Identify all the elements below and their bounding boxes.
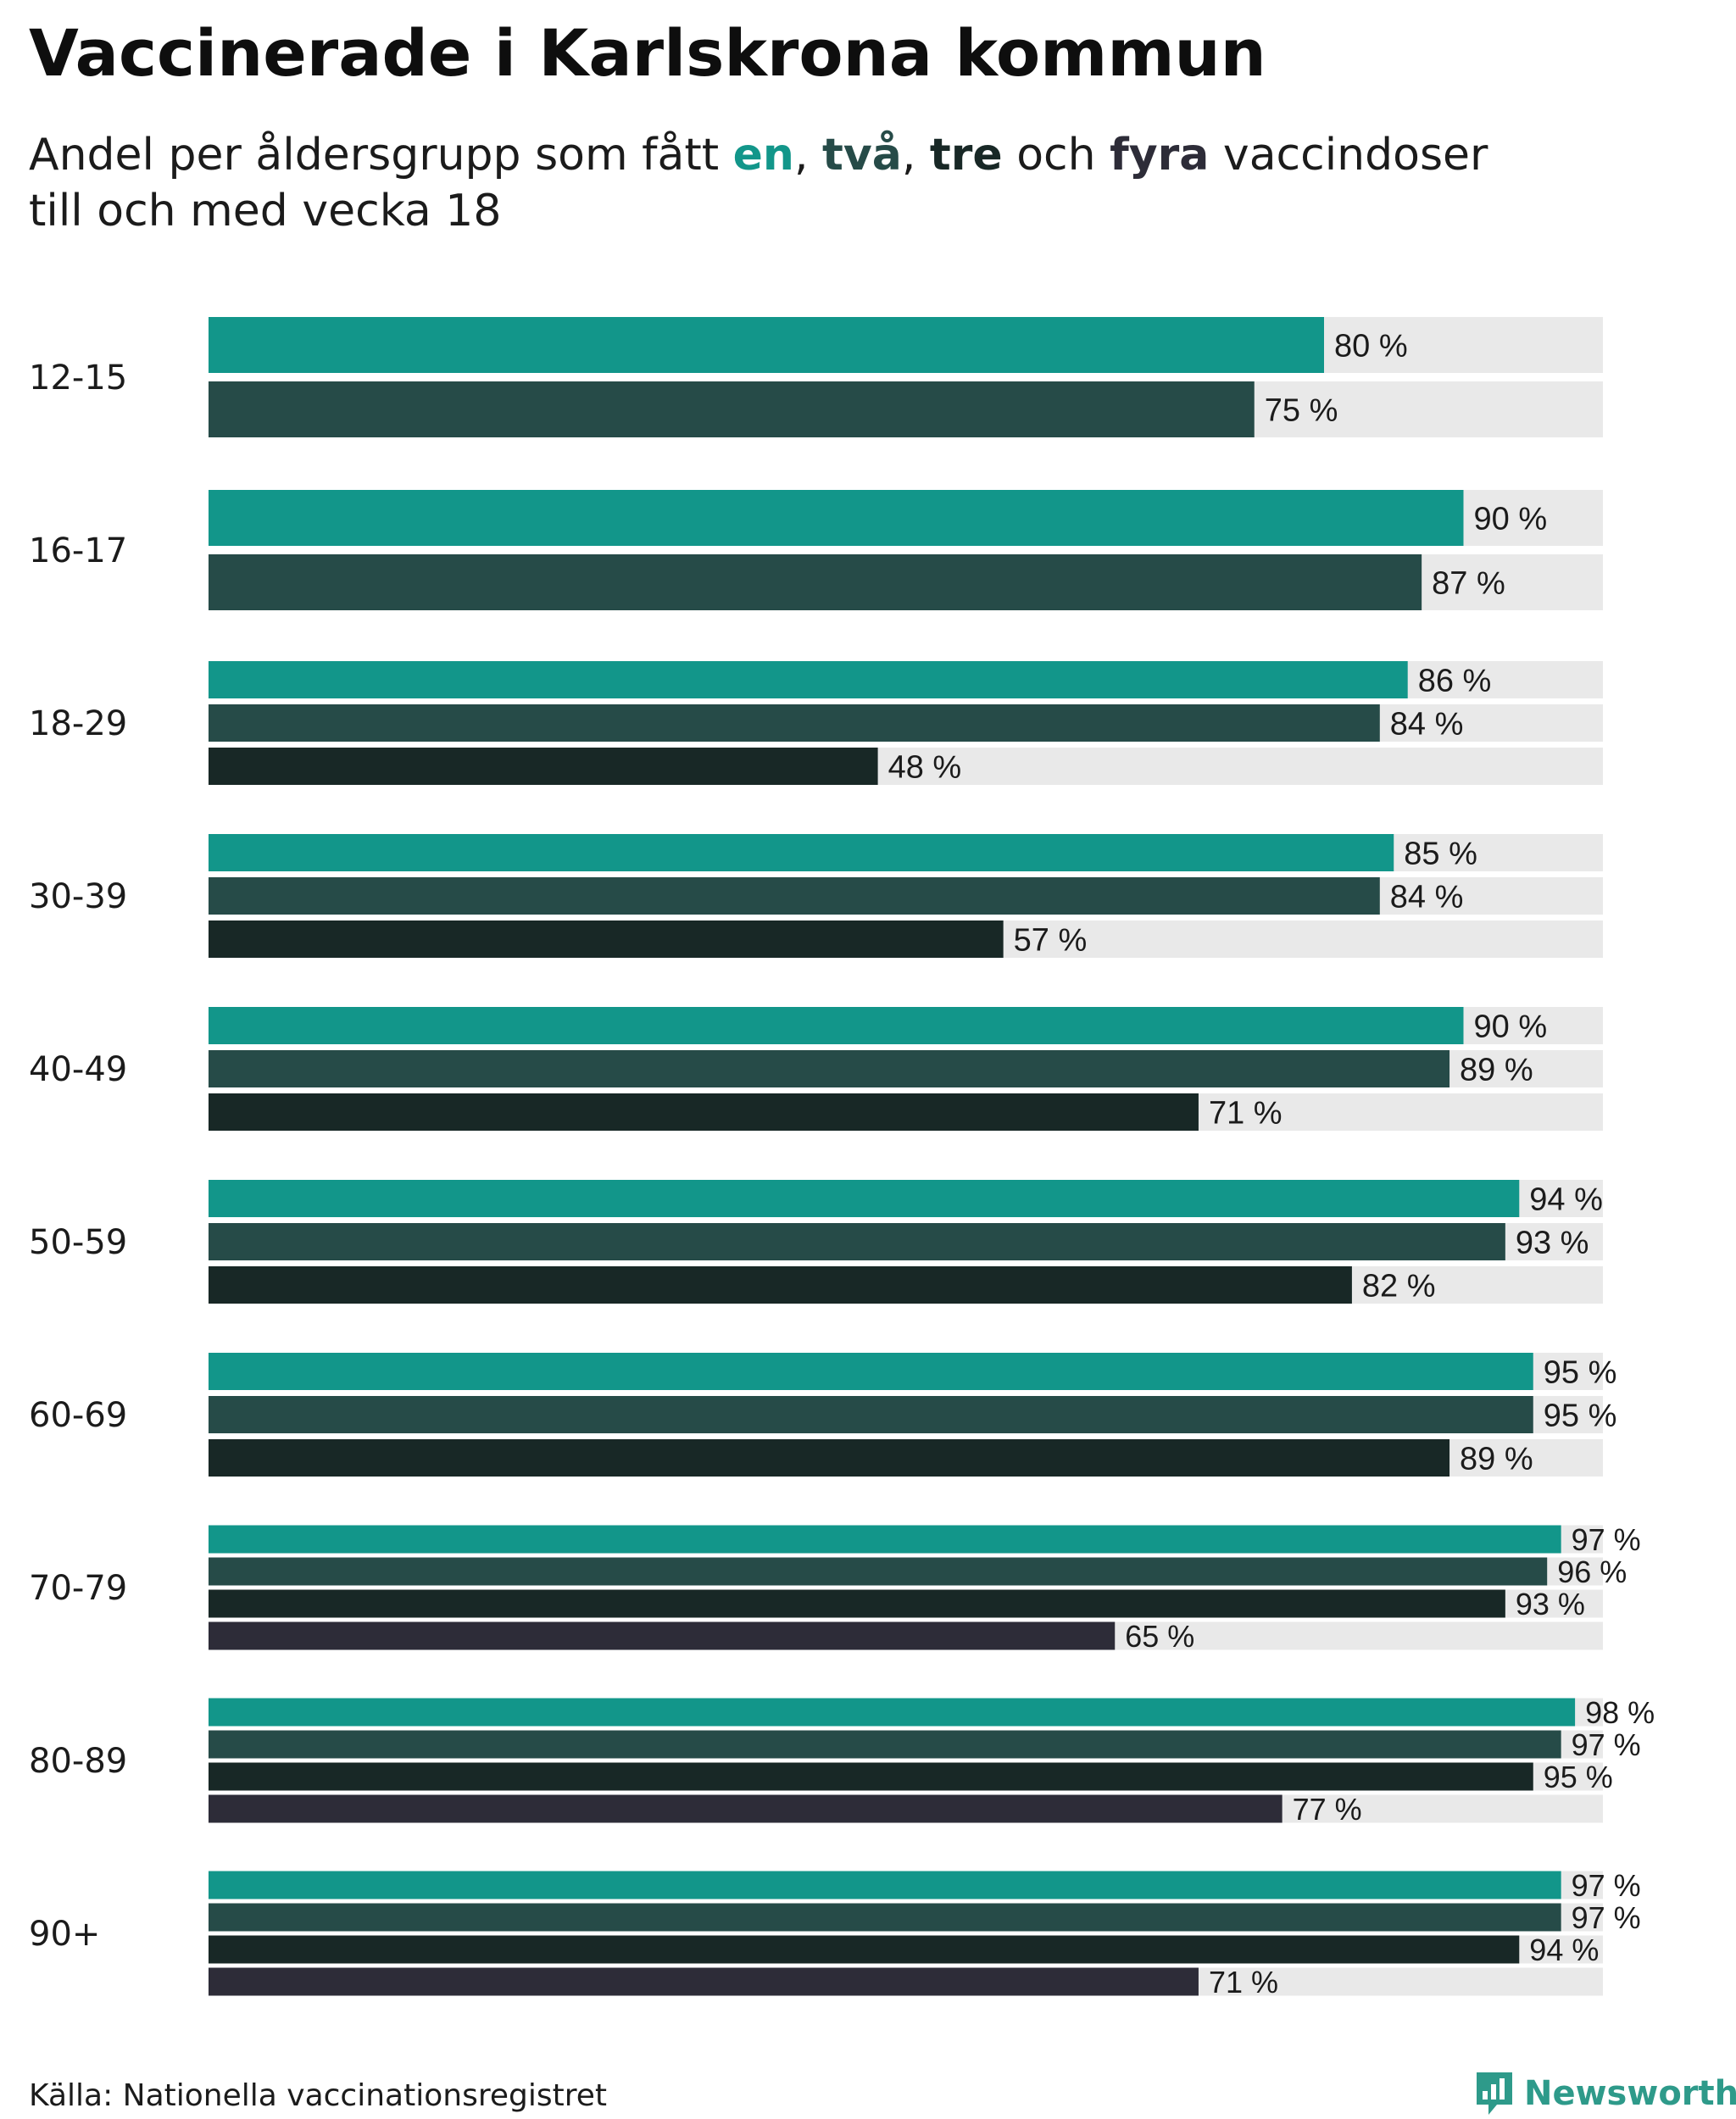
subtitle-line2: till och med vecka 18 (29, 186, 502, 236)
bar-tre (209, 1439, 1450, 1477)
category-label: 40-49 (29, 1050, 127, 1089)
subtitle-highlight-fyra: fyra (1110, 130, 1210, 181)
bar-två (209, 1223, 1505, 1260)
data-label: 94 % (1529, 1933, 1599, 1967)
subtitle-separator: , (901, 130, 930, 181)
category-label: 70-79 (29, 1569, 127, 1608)
brand-name: Newsworthy (1524, 2074, 1736, 2113)
bar-fyra (209, 1794, 1283, 1823)
category-label: 16-17 (29, 531, 127, 570)
subtitle-prefix: Andel per åldersgrupp som fått (29, 130, 733, 181)
newsworthy-logo-icon (1477, 2072, 1512, 2115)
bar-en (209, 490, 1464, 546)
data-label: 85 % (1404, 837, 1477, 872)
category-label: 18-29 (29, 704, 127, 743)
bar-fyra (209, 1621, 1116, 1650)
bar-tre (209, 920, 1004, 958)
category-label: 60-69 (29, 1396, 127, 1435)
data-label: 97 % (1572, 1868, 1641, 1903)
bar-tre (209, 1935, 1520, 1964)
subtitle-highlight-tre: tre (929, 130, 1003, 181)
data-label: 71 % (1209, 1965, 1278, 1999)
data-label: 97 % (1572, 1522, 1641, 1557)
bar-två (209, 1730, 1561, 1759)
bar-en (209, 834, 1394, 871)
data-label: 87 % (1432, 566, 1505, 602)
vaccination-bar-chart: 12-15 80 % 75 % 16-17 90 % 87 % 18-29 86 % 84 % 4… (29, 317, 1655, 1999)
bar-tre (209, 1589, 1505, 1618)
bar-två (209, 554, 1422, 610)
data-label: 93 % (1516, 1226, 1589, 1261)
data-label: 90 % (1474, 1009, 1548, 1045)
bar-en (209, 1525, 1561, 1554)
category-label: 50-59 (29, 1223, 127, 1262)
data-label: 95 % (1544, 1760, 1613, 1794)
subtitle: Andel per åldersgrupp som fått en, två, … (29, 127, 1639, 239)
bar-tre (209, 1762, 1533, 1791)
data-label: 48 % (888, 750, 962, 786)
subtitle-suffix: vaccindoser (1209, 130, 1488, 181)
data-label: 94 % (1529, 1182, 1603, 1218)
data-label: 77 % (1293, 1792, 1362, 1827)
bar-två (209, 1396, 1533, 1433)
data-label: 93 % (1516, 1587, 1585, 1621)
data-label: 97 % (1572, 1900, 1641, 1935)
bar-tre (209, 1093, 1199, 1131)
bar-en (209, 661, 1408, 698)
bar-en (209, 1871, 1561, 1899)
data-label: 96 % (1557, 1554, 1627, 1589)
brand-logo: Newsworthy (1475, 2068, 1736, 2119)
bar-en (209, 1180, 1520, 1217)
bar-två (209, 1050, 1450, 1087)
bar-en (209, 317, 1324, 373)
data-label: 90 % (1474, 502, 1548, 537)
subtitle-separator: , (793, 130, 823, 181)
data-label: 84 % (1390, 880, 1464, 915)
bar-två (209, 1903, 1561, 1932)
data-label: 89 % (1460, 1053, 1533, 1088)
data-label: 84 % (1390, 707, 1464, 742)
data-label: 75 % (1265, 393, 1338, 429)
data-label: 89 % (1460, 1442, 1533, 1477)
bar-en (209, 1353, 1533, 1390)
bar-fyra (209, 1967, 1199, 1996)
data-label: 98 % (1585, 1695, 1655, 1730)
subtitle-highlight-en: en (732, 130, 794, 181)
data-label: 57 % (1014, 923, 1088, 959)
category-label: 12-15 (29, 359, 127, 398)
bar-tre (209, 1266, 1352, 1304)
data-label: 65 % (1125, 1619, 1194, 1654)
data-label: 95 % (1544, 1399, 1617, 1434)
bar-en (209, 1698, 1576, 1727)
source-note: Källa: Nationella vaccinationsregistret (29, 2078, 607, 2113)
bar-en (209, 1007, 1464, 1044)
data-label: 97 % (1572, 1727, 1641, 1762)
bar-tre (209, 748, 878, 785)
data-label: 86 % (1418, 664, 1492, 699)
subtitle-highlight-tva: två (822, 130, 902, 181)
data-label: 95 % (1544, 1355, 1617, 1391)
page-title: Vaccinerade i Karlskrona kommun (29, 15, 1266, 91)
data-label: 82 % (1362, 1269, 1436, 1304)
bar-två (209, 877, 1380, 915)
data-label: 71 % (1209, 1096, 1283, 1132)
category-label: 30-39 (29, 877, 127, 916)
subtitle-conjunction: och (1002, 130, 1110, 181)
bar-två (209, 704, 1380, 742)
bar-två (209, 381, 1255, 437)
category-label: 90+ (29, 1915, 100, 1954)
category-label: 80-89 (29, 1742, 127, 1781)
bar-två (209, 1557, 1548, 1586)
data-label: 80 % (1334, 329, 1408, 364)
